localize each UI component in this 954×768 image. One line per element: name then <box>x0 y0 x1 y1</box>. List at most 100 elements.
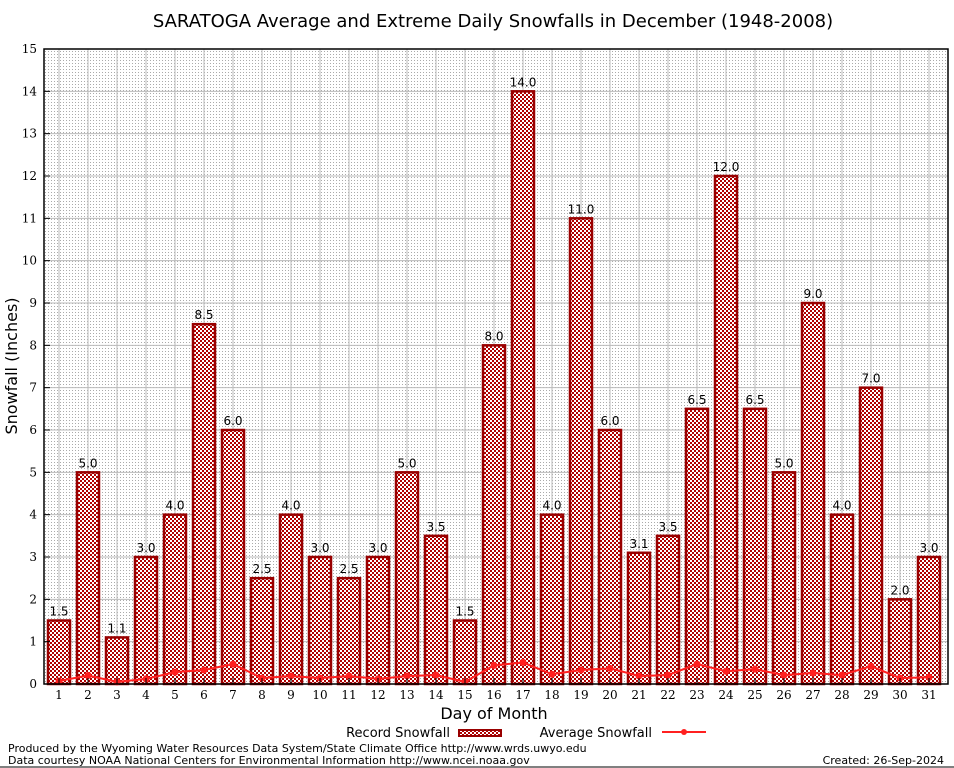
x-tick-label: 13 <box>399 688 414 702</box>
x-tick-label: 20 <box>602 688 617 702</box>
record-bar <box>771 471 797 686</box>
average-point <box>722 667 730 675</box>
x-tick-label: 31 <box>921 688 936 702</box>
average-point <box>635 672 643 680</box>
average-point <box>751 665 759 673</box>
average-point <box>606 664 614 672</box>
legend-record-label: Record Snowfall <box>346 726 450 741</box>
bar-value-label: 14.0 <box>510 75 537 89</box>
average-point <box>693 660 701 668</box>
x-tick-label: 24 <box>718 688 734 702</box>
bar-value-label: 8.5 <box>194 308 213 322</box>
y-tick-label: 2 <box>29 592 37 606</box>
average-point <box>838 671 846 679</box>
y-tick-label: 13 <box>22 127 37 141</box>
y-tick-label: 11 <box>22 211 37 225</box>
x-tick-label: 28 <box>834 688 849 702</box>
footer-producer: Produced by the Wyoming Water Resources … <box>8 742 587 755</box>
legend-average-label: Average Snowfall <box>540 726 652 741</box>
record-bar <box>655 534 681 686</box>
record-bar <box>191 322 217 686</box>
y-tick-label: 8 <box>29 338 37 352</box>
record-bar <box>307 555 333 686</box>
bar-value-label: 2.5 <box>339 562 358 576</box>
bar-value-label: 6.5 <box>687 393 706 407</box>
average-point <box>519 658 527 666</box>
x-tick-label: 14 <box>428 688 444 702</box>
record-bar <box>626 551 652 686</box>
bar-value-label: 12.0 <box>713 160 740 174</box>
record-bar <box>423 534 449 686</box>
bar-value-label: 1.5 <box>49 605 68 619</box>
x-tick-label: 5 <box>171 688 179 702</box>
x-tick-label: 2 <box>84 688 92 702</box>
record-bar <box>336 576 362 686</box>
bar-value-label: 4.0 <box>165 499 184 513</box>
average-point <box>403 672 411 680</box>
footer-created: Created: 26-Sep-2024 <box>822 754 944 767</box>
average-point <box>925 673 933 681</box>
bar-value-label: 9.0 <box>803 287 822 301</box>
y-tick-label: 4 <box>29 508 37 522</box>
chart-title: SARATOGA Average and Extreme Daily Snowf… <box>153 11 833 32</box>
y-tick-label: 10 <box>22 254 37 268</box>
record-bar <box>452 619 478 686</box>
average-point <box>345 672 353 680</box>
bar-value-label: 6.0 <box>600 414 619 428</box>
bar-value-label: 5.0 <box>78 456 97 470</box>
record-bar <box>278 513 304 686</box>
legend-average-marker <box>681 729 687 735</box>
record-bar <box>162 513 188 686</box>
x-tick-label: 29 <box>863 688 878 702</box>
y-tick-label: 14 <box>22 84 38 98</box>
record-bar <box>46 619 72 686</box>
average-point <box>229 660 237 668</box>
bar-value-label: 6.5 <box>745 393 764 407</box>
bar-value-label: 5.0 <box>397 456 416 470</box>
x-tick-label: 15 <box>457 688 472 702</box>
x-tick-label: 23 <box>689 688 704 702</box>
x-tick-label: 26 <box>776 688 791 702</box>
record-bar <box>887 598 913 686</box>
record-bar <box>365 555 391 686</box>
record-bar <box>829 513 855 686</box>
y-tick-label: 9 <box>29 296 37 310</box>
record-bar <box>104 636 130 686</box>
bar-value-label: 11.0 <box>568 202 595 216</box>
bar-value-label: 4.0 <box>832 499 851 513</box>
x-tick-label: 22 <box>660 688 675 702</box>
x-tick-label: 4 <box>142 688 150 702</box>
x-axis-label: Day of Month <box>440 704 547 723</box>
bar-value-label: 1.5 <box>455 605 474 619</box>
x-tick-label: 7 <box>229 688 237 702</box>
record-bar <box>800 301 826 686</box>
x-tick-label: 3 <box>113 688 121 702</box>
record-bar <box>597 428 623 686</box>
bar-value-label: 5.0 <box>774 456 793 470</box>
x-tick-label: 18 <box>544 688 559 702</box>
bar-value-label: 1.1 <box>107 621 126 635</box>
x-tick-label: 6 <box>200 688 208 702</box>
x-tick-label: 12 <box>370 688 385 702</box>
record-bar <box>394 471 420 686</box>
y-tick-label: 12 <box>22 169 37 183</box>
bar-value-label: 2.0 <box>890 583 909 597</box>
bar-value-label: 3.0 <box>136 541 155 555</box>
y-tick-label: 0 <box>29 677 37 691</box>
average-point <box>664 671 672 679</box>
average-point <box>577 666 585 674</box>
record-bar <box>742 407 768 686</box>
x-tick-label: 8 <box>258 688 266 702</box>
x-tick-label: 9 <box>287 688 295 702</box>
y-tick-label: 1 <box>29 635 37 649</box>
y-tick-label: 7 <box>29 381 37 395</box>
record-bar <box>481 344 507 686</box>
average-point <box>287 672 295 680</box>
average-point <box>432 671 440 679</box>
y-tick-label: 3 <box>29 550 37 564</box>
record-bar <box>249 576 275 686</box>
legend: Record Snowfall Average Snowfall <box>346 726 706 741</box>
record-bar <box>510 90 536 686</box>
